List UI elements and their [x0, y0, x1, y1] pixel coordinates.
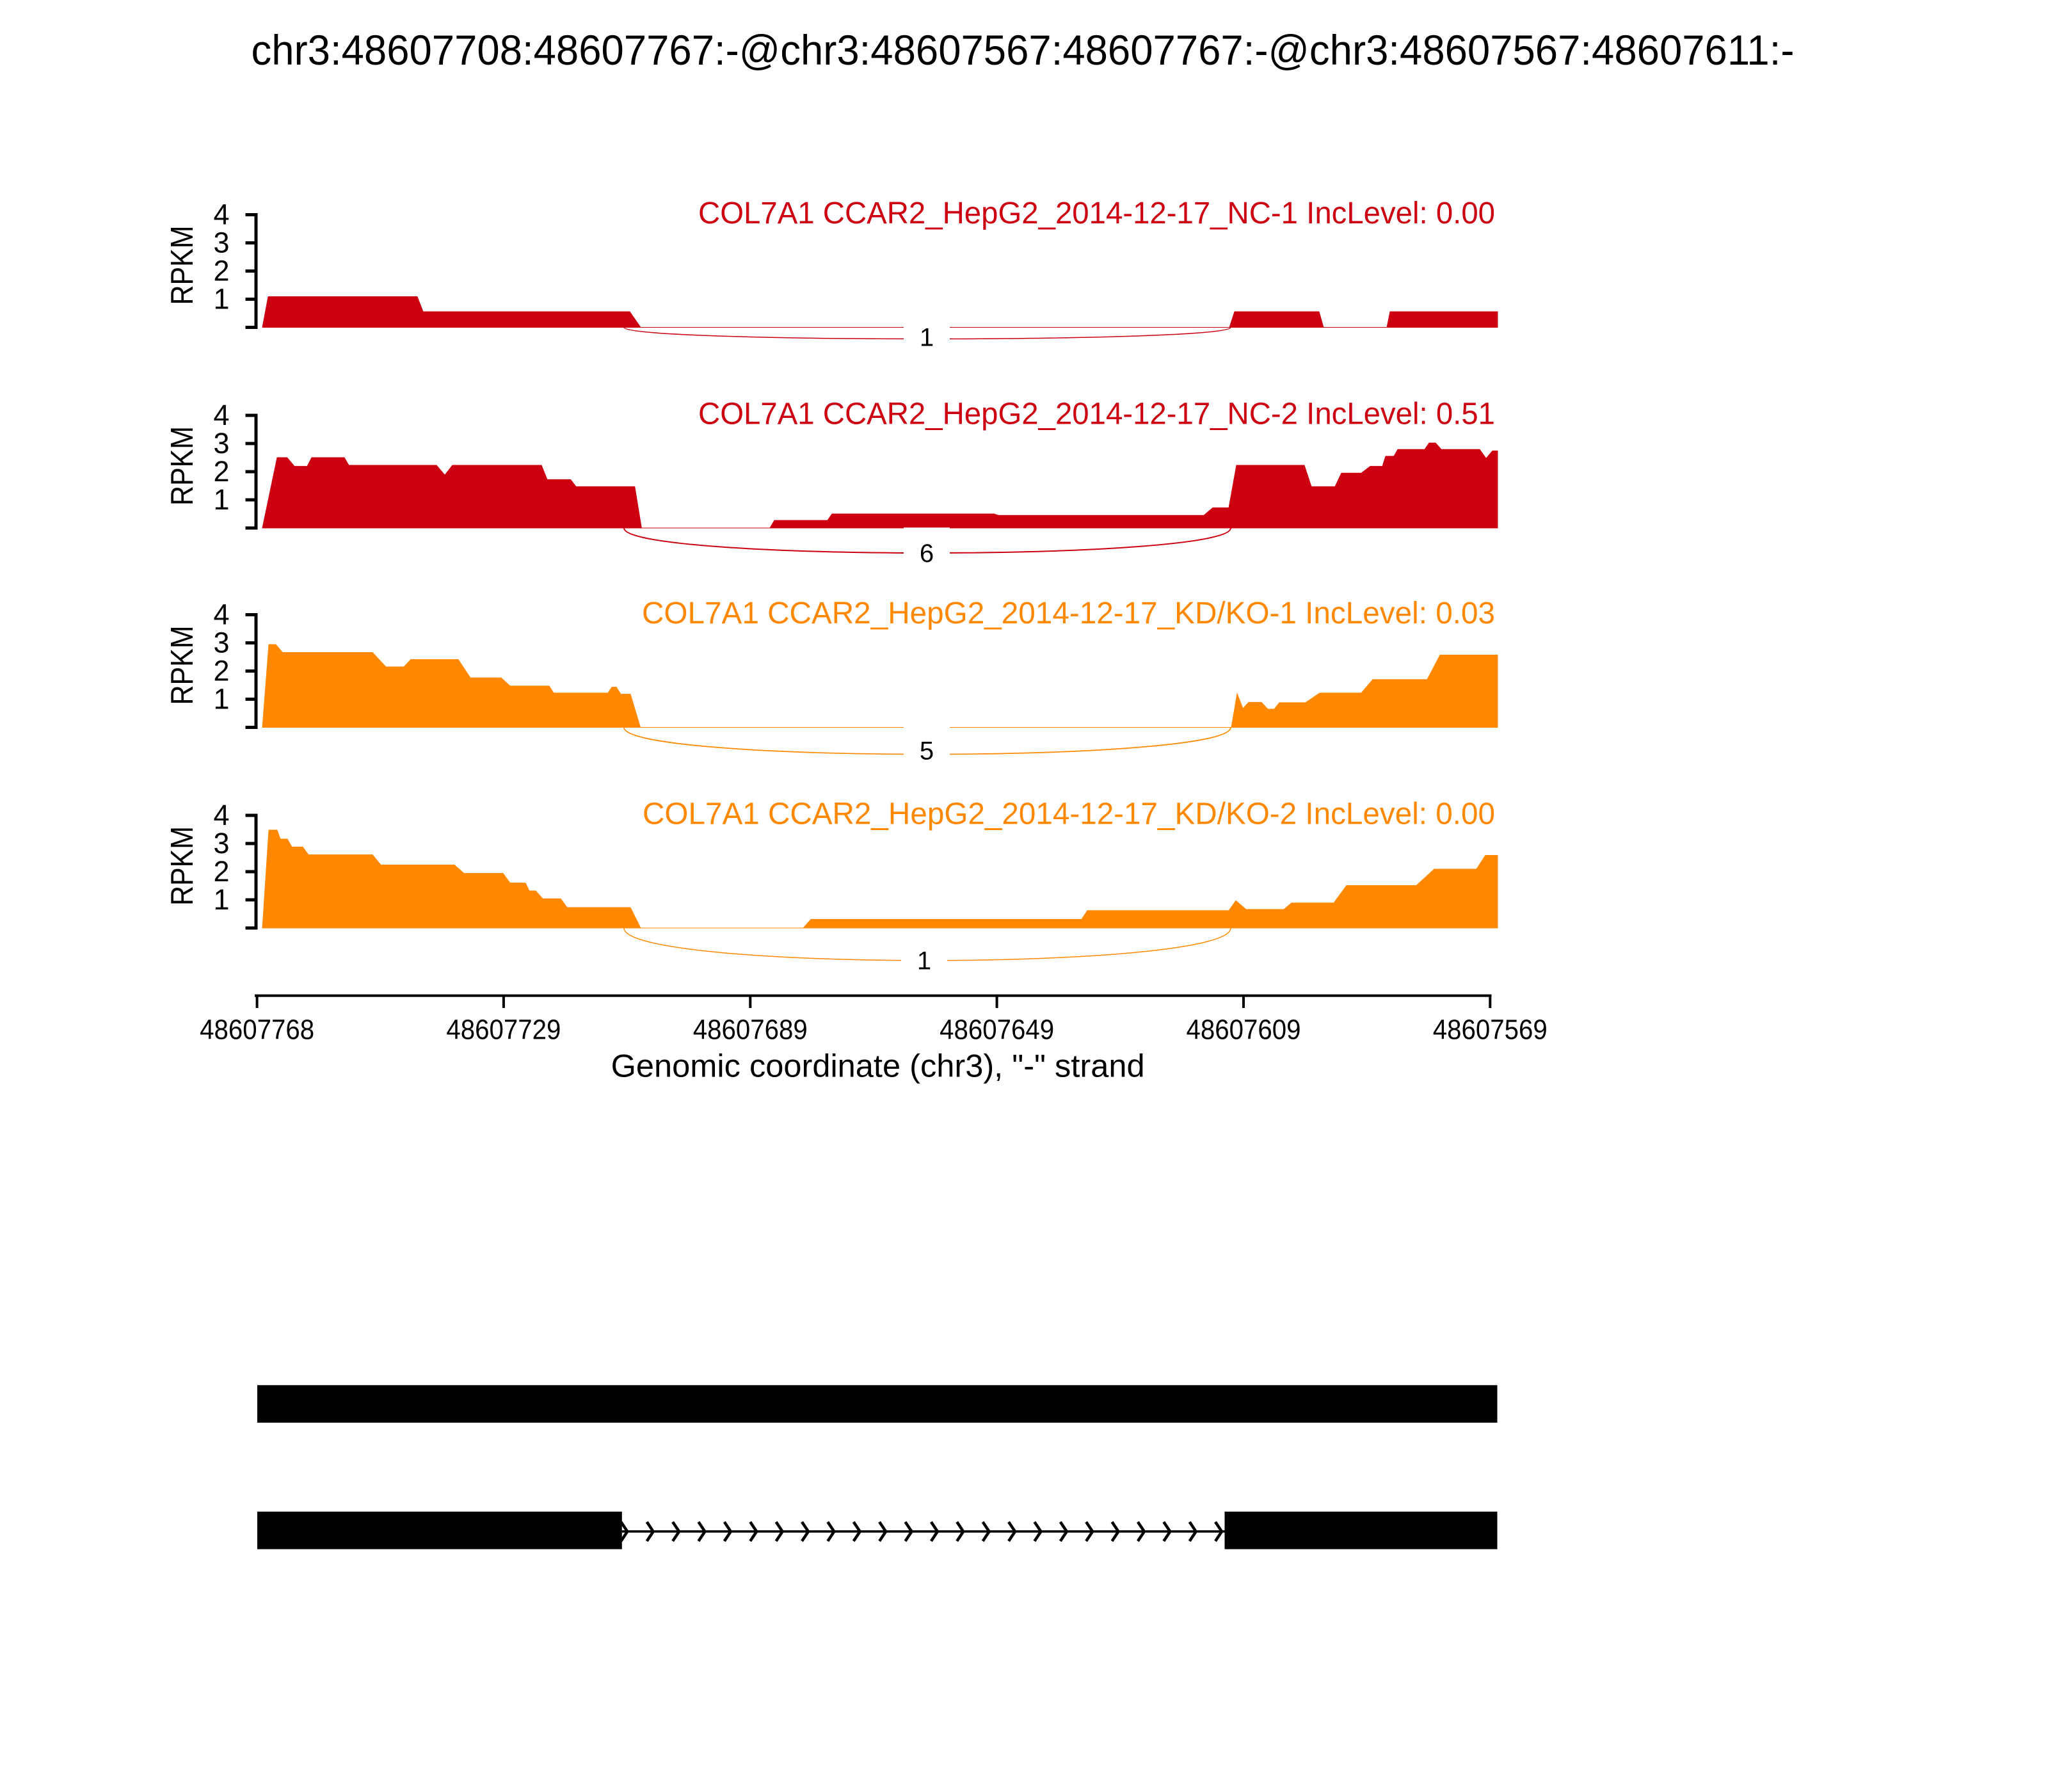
svg-text:48607768: 48607768	[200, 1014, 314, 1045]
svg-text:3: 3	[213, 827, 229, 860]
svg-text:1: 1	[213, 483, 229, 516]
svg-text:RPKM: RPKM	[165, 226, 200, 305]
svg-text:5: 5	[920, 737, 934, 765]
svg-text:4: 4	[213, 598, 229, 631]
svg-text:RPKM: RPKM	[165, 426, 200, 506]
svg-text:2: 2	[213, 855, 229, 888]
svg-text:RPKM: RPKM	[165, 826, 200, 906]
svg-text:1: 1	[917, 947, 931, 975]
svg-text:48607689: 48607689	[693, 1014, 808, 1045]
svg-text:Genomic coordinate (chr3), "-": Genomic coordinate (chr3), "-" strand	[611, 1048, 1145, 1084]
svg-text:COL7A1 CCAR2_HepG2_2014-12-17_: COL7A1 CCAR2_HepG2_2014-12-17_NC-1 IncLe…	[698, 196, 1495, 230]
svg-text:1: 1	[213, 883, 229, 916]
svg-text:48607609: 48607609	[1187, 1014, 1301, 1045]
svg-text:3: 3	[213, 427, 229, 460]
svg-text:4: 4	[213, 399, 229, 431]
svg-text:48607569: 48607569	[1433, 1014, 1548, 1045]
svg-text:48607649: 48607649	[940, 1014, 1054, 1045]
svg-text:RPKM: RPKM	[165, 626, 200, 705]
svg-text:2: 2	[213, 255, 229, 287]
svg-text:48607729: 48607729	[446, 1014, 561, 1045]
svg-text:COL7A1 CCAR2_HepG2_2014-12-17_: COL7A1 CCAR2_HepG2_2014-12-17_NC-2 IncLe…	[698, 397, 1495, 431]
svg-text:2: 2	[213, 655, 229, 687]
svg-text:4: 4	[213, 799, 229, 831]
svg-text:COL7A1 CCAR2_HepG2_2014-12-17_: COL7A1 CCAR2_HepG2_2014-12-17_KD/KO-2 In…	[643, 797, 1495, 831]
svg-text:2: 2	[213, 455, 229, 488]
svg-text:chr3:48607708:48607767:-@chr3:: chr3:48607708:48607767:-@chr3:48607567:4…	[252, 26, 1795, 74]
svg-text:4: 4	[213, 198, 229, 231]
svg-text:1: 1	[213, 283, 229, 316]
svg-text:1: 1	[213, 683, 229, 716]
svg-text:1: 1	[920, 323, 934, 351]
svg-text:6: 6	[920, 540, 934, 568]
svg-text:3: 3	[213, 227, 229, 259]
svg-text:3: 3	[213, 627, 229, 659]
svg-text:COL7A1 CCAR2_HepG2_2014-12-17_: COL7A1 CCAR2_HepG2_2014-12-17_KD/KO-1 In…	[642, 596, 1495, 630]
